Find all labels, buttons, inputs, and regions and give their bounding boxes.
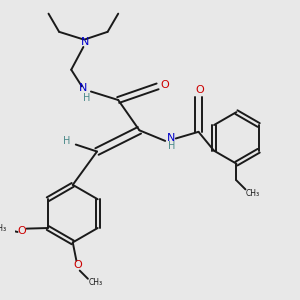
Text: N: N xyxy=(167,134,175,143)
Text: N: N xyxy=(79,83,88,93)
Text: O: O xyxy=(196,85,204,95)
Text: O: O xyxy=(161,80,170,90)
Text: CH₃: CH₃ xyxy=(0,224,6,233)
Text: CH₃: CH₃ xyxy=(88,278,103,287)
Text: O: O xyxy=(73,260,82,270)
Text: H: H xyxy=(169,141,176,152)
Text: N: N xyxy=(81,37,89,46)
Text: H: H xyxy=(83,93,90,103)
Text: CH₃: CH₃ xyxy=(246,189,260,198)
Text: O: O xyxy=(18,226,26,236)
Text: H: H xyxy=(63,136,70,146)
